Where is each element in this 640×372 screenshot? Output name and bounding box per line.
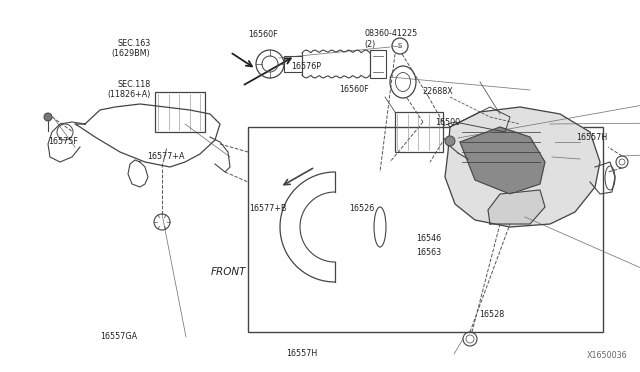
Text: 22688X: 22688X [422, 87, 453, 96]
Circle shape [445, 136, 455, 146]
Circle shape [44, 113, 52, 121]
Text: 16526: 16526 [349, 204, 374, 213]
Text: S: S [398, 43, 402, 49]
Polygon shape [460, 127, 545, 194]
Polygon shape [445, 107, 600, 227]
Polygon shape [488, 190, 545, 224]
Text: 16560F: 16560F [248, 30, 278, 39]
Text: 16557H: 16557H [286, 349, 317, 358]
Text: 16557H: 16557H [576, 133, 607, 142]
Text: 16500: 16500 [435, 118, 460, 127]
Bar [370, 50, 386, 78]
Bar [155, 92, 205, 132]
Text: 16576P: 16576P [291, 62, 321, 71]
Bar [284, 56, 302, 72]
Text: 08360-41225
(2): 08360-41225 (2) [365, 29, 418, 49]
Text: 16577+B: 16577+B [250, 204, 287, 213]
Text: 16546: 16546 [416, 234, 441, 243]
Text: X1650036: X1650036 [586, 351, 627, 360]
Text: 16560F: 16560F [339, 85, 369, 94]
Text: SEC.163
(1629BM): SEC.163 (1629BM) [111, 39, 150, 58]
Bar [395, 112, 443, 152]
Bar [248, 127, 603, 332]
Text: SEC.118
(11826+A): SEC.118 (11826+A) [107, 80, 150, 99]
Text: 16557GA: 16557GA [100, 332, 137, 341]
Text: 16577+A: 16577+A [147, 152, 185, 161]
Text: 16528: 16528 [479, 310, 504, 319]
Text: 16563: 16563 [416, 248, 441, 257]
Text: FRONT: FRONT [211, 267, 246, 277]
Text: 16575F: 16575F [48, 137, 78, 146]
